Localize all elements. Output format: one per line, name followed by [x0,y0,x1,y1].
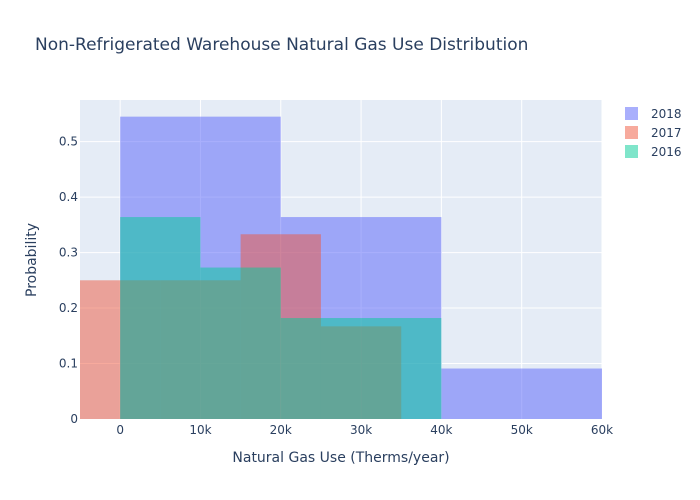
x-tick-label: 0 [116,423,124,437]
bar-2016 [361,318,442,419]
y-tick-label: 0.2 [59,301,78,315]
bar-2016 [280,318,362,419]
legend-label: 2017 [651,126,682,140]
bar-2016 [120,217,201,419]
legend-swatch [625,126,638,139]
bars-layer [80,116,602,419]
x-tick-label: 20k [270,423,292,437]
legend: 2018 2017 2016 [625,107,682,159]
x-tick-label: 50k [511,423,533,437]
y-tick-labels: 0 0.1 0.2 0.3 0.4 0.5 [59,135,78,426]
series-2016 [120,217,442,419]
legend-swatch [625,107,638,120]
y-tick-label: 0 [70,412,78,426]
chart-title: Non-Refrigerated Warehouse Natural Gas U… [35,35,528,55]
y-tick-label: 0.5 [59,135,78,149]
legend-item-2017[interactable]: 2017 [625,126,682,140]
legend-item-2018[interactable]: 2018 [625,107,682,121]
y-tick-label: 0.4 [59,190,78,204]
y-tick-label: 0.3 [59,246,78,260]
legend-label: 2018 [651,107,682,121]
y-axis-title: Probability [24,223,40,297]
x-tick-label: 40k [430,423,452,437]
y-tick-label: 0.1 [59,357,78,371]
x-tick-label: 30k [350,423,372,437]
legend-item-2016[interactable]: 2016 [625,145,682,159]
x-axis-title: Natural Gas Use (Therms/year) [232,450,449,466]
bar-2018 [441,368,602,419]
x-tick-label: 10k [189,423,211,437]
x-tick-labels: 0 10k 20k 30k 40k 50k 60k [116,423,613,437]
legend-label: 2016 [651,145,682,159]
bar-2016 [200,267,281,419]
x-tick-label: 60k [591,423,613,437]
legend-swatch [625,145,638,158]
